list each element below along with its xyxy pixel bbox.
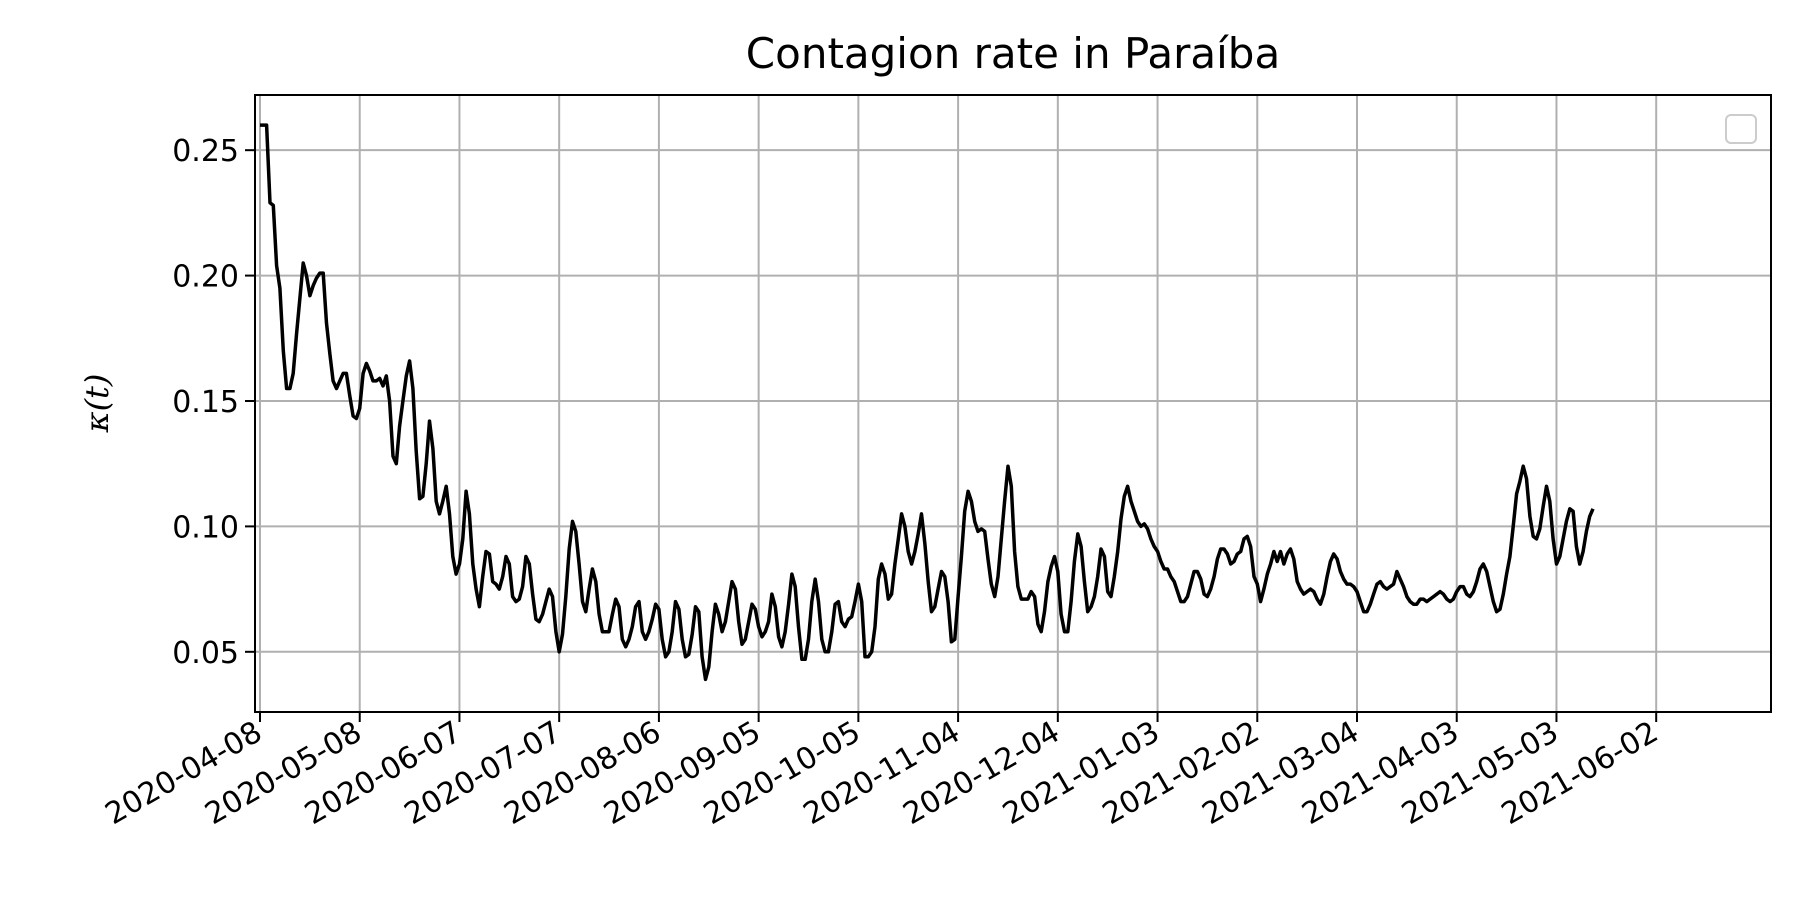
- y-axis-label: κ(t): [78, 374, 116, 434]
- grid: [255, 95, 1771, 712]
- plot-frame: [254, 94, 1772, 713]
- y-tick-label: 0.20: [172, 260, 239, 295]
- legend-box: [1725, 114, 1757, 144]
- y-tick-label: 0.10: [172, 510, 239, 545]
- y-tick-label: 0.15: [172, 385, 239, 420]
- series-line: [260, 123, 1595, 682]
- series-layer: [260, 123, 1595, 682]
- chart-title: Contagion rate in Paraíba: [746, 29, 1280, 78]
- y-tick-label: 0.25: [172, 134, 239, 169]
- y-tick-label: 0.05: [172, 636, 239, 671]
